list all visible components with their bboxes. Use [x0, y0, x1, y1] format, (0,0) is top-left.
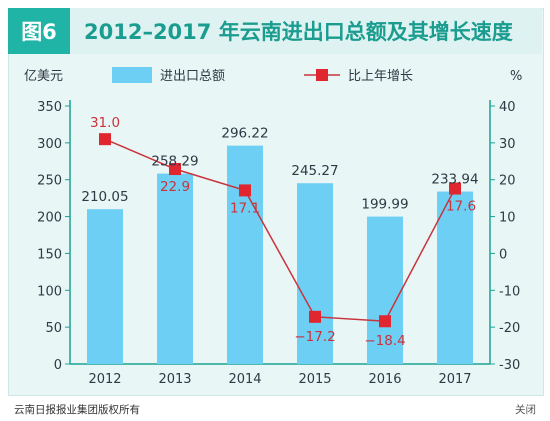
growth-point-2016 — [379, 315, 391, 328]
bar-value-label: 245.27 — [291, 163, 338, 179]
growth-point-2013 — [169, 163, 181, 176]
y-right-tick-label: 20 — [499, 174, 516, 189]
figure-badge: 图6 — [8, 8, 70, 54]
growth-value-label: 17.1 — [230, 200, 260, 216]
bar-value-label: 233.94 — [431, 172, 478, 188]
bar-series — [87, 145, 473, 364]
legend-line-label: 比上年增长 — [348, 69, 413, 84]
growth-point-2015 — [309, 310, 321, 323]
y-left-tick-label: 50 — [45, 321, 62, 336]
y-left-tick-label: 350 — [37, 100, 62, 115]
y-right-tick-label: -10 — [499, 284, 520, 299]
y-left-tick-label: 100 — [37, 284, 62, 299]
growth-point-2014 — [239, 184, 251, 197]
legend-bar-label: 进出口总额 — [160, 69, 225, 84]
line-series — [99, 133, 461, 328]
legend-bar-swatch — [112, 67, 152, 83]
bar-value-label: 210.05 — [81, 189, 128, 205]
growth-value-label: 17.6 — [446, 199, 476, 215]
bar-value-label: 296.22 — [221, 126, 268, 142]
y-right-tick-label: 40 — [499, 100, 516, 115]
chart-axes: 0 50 100 150 200 250 300 350 -30 -20 -10 0 10 20 30 40 亿… — [24, 69, 522, 387]
x-tick-label: 2013 — [158, 372, 191, 387]
legend-line-marker — [316, 69, 328, 81]
y-right-tick-label: -20 — [499, 321, 520, 336]
x-tick-label: 2017 — [438, 372, 471, 387]
chart-header — [8, 8, 542, 54]
y-left-tick-label: 200 — [37, 211, 62, 226]
y-right-tick-label: 0 — [499, 247, 507, 262]
bar-2012 — [87, 209, 123, 364]
y-right-tick-label: 30 — [499, 137, 516, 152]
y-left-tick-label: 300 — [37, 137, 62, 152]
x-tick-label: 2014 — [228, 372, 261, 387]
growth-value-label: 31.0 — [90, 115, 120, 131]
growth-line — [104, 138, 456, 323]
y-left-tick-label: 150 — [37, 247, 62, 262]
bar-2016 — [367, 216, 403, 364]
data-labels: 210.05 258.29 296.22 245.27 199.99 233.94 31.0… — [81, 115, 478, 349]
growth-value-label: 22.9 — [160, 179, 190, 195]
bar-value-label: 258.29 — [151, 154, 198, 170]
x-tick-label: 2016 — [368, 372, 401, 387]
bar-2017 — [437, 191, 473, 364]
growth-value-label: −17.2 — [294, 329, 335, 345]
bar-2013 — [157, 173, 193, 364]
bar-value-label: 199.99 — [361, 197, 408, 213]
legend: 进出口总额 比上年增长 — [112, 67, 413, 84]
copyright-text: 云南日报报业集团版权所有 — [14, 404, 140, 416]
y-left-axis-label: 亿美元 — [24, 69, 63, 84]
growth-value-label: −18.4 — [364, 333, 405, 349]
growth-point-2017 — [449, 182, 461, 195]
bar-2014 — [227, 145, 263, 364]
growth-point-2012 — [99, 133, 111, 146]
y-right-axis-label: % — [510, 69, 522, 84]
x-tick-label: 2015 — [298, 372, 331, 387]
close-link[interactable]: 关闭 — [515, 404, 536, 416]
y-left-tick-label: 0 — [54, 358, 62, 373]
x-tick-label: 2012 — [88, 372, 121, 387]
y-left-tick-label: 250 — [37, 174, 62, 189]
bar-2015 — [297, 183, 333, 364]
y-right-tick-label: 10 — [499, 211, 516, 226]
chart-title: 2012–2017 年云南进出口总额及其增长速度 — [84, 20, 513, 44]
y-right-tick-label: -30 — [499, 358, 520, 373]
